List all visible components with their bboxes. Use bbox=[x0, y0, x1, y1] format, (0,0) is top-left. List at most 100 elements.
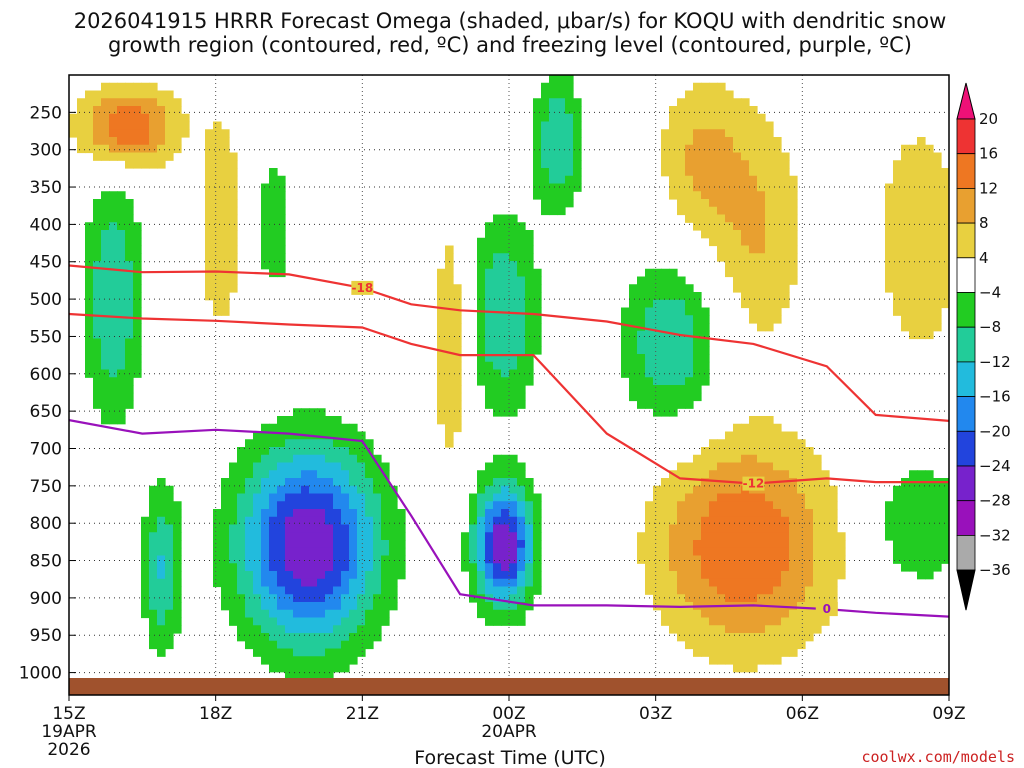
omega-cell bbox=[701, 168, 710, 177]
dgz-contour-minus-18 bbox=[69, 264, 949, 422]
omega-cell bbox=[445, 361, 454, 371]
omega-cell bbox=[765, 555, 774, 564]
omega-cell bbox=[525, 516, 534, 526]
omega-cell bbox=[765, 299, 774, 309]
omega-cell bbox=[229, 214, 238, 223]
omega-cell bbox=[653, 516, 662, 526]
omega-cell bbox=[93, 214, 102, 223]
omega-cell bbox=[669, 408, 678, 417]
omega-cell bbox=[221, 144, 230, 154]
omega-cell bbox=[485, 330, 494, 340]
omega-cell bbox=[173, 509, 182, 518]
omega-cell bbox=[797, 439, 806, 448]
omega-cell bbox=[533, 113, 542, 123]
omega-cell bbox=[221, 253, 230, 262]
omega-cell bbox=[245, 633, 254, 642]
omega-cell bbox=[141, 90, 150, 99]
omega-cell bbox=[173, 555, 182, 564]
omega-cell bbox=[701, 307, 710, 316]
omega-cell bbox=[565, 137, 574, 146]
dgz-contour-minus-12 bbox=[69, 312, 949, 485]
omega-cell bbox=[573, 152, 582, 161]
omega-cell bbox=[653, 578, 662, 588]
colorbar-segment bbox=[956, 500, 976, 536]
omega-cell bbox=[909, 276, 918, 285]
omega-cell bbox=[309, 633, 318, 642]
omega-cell bbox=[373, 563, 382, 572]
omega-cell bbox=[341, 478, 350, 487]
omega-cell bbox=[213, 261, 222, 270]
omega-cell bbox=[509, 354, 518, 363]
omega-cell bbox=[525, 578, 534, 588]
omega-cell bbox=[93, 144, 102, 154]
dgz-contour-minus-12-label-bg bbox=[742, 476, 765, 491]
omega-cell bbox=[85, 106, 94, 115]
omega-cell bbox=[805, 532, 814, 541]
omega-cell bbox=[229, 470, 238, 479]
omega-cell bbox=[173, 547, 182, 557]
omega-cell bbox=[109, 222, 118, 231]
y-tick-label: 800 bbox=[30, 514, 62, 534]
chart-title-line-1: 2026041915 HRRR Forecast Omega (shaded, … bbox=[74, 9, 947, 33]
omega-cell bbox=[765, 423, 774, 433]
omega-cell bbox=[733, 284, 742, 293]
omega-cell bbox=[253, 454, 262, 464]
omega-cell bbox=[325, 501, 334, 510]
omega-cell bbox=[309, 648, 318, 657]
omega-cell bbox=[213, 199, 222, 208]
omega-cell bbox=[781, 485, 790, 495]
omega-cell bbox=[301, 501, 310, 510]
omega-cell bbox=[309, 447, 318, 456]
omega-cell bbox=[357, 485, 366, 495]
omega-cell bbox=[933, 532, 942, 541]
omega-cell bbox=[309, 540, 318, 549]
omega-cell bbox=[645, 323, 654, 332]
omega-cell bbox=[901, 268, 910, 278]
omega-cell bbox=[285, 625, 294, 634]
omega-cell bbox=[493, 454, 502, 464]
omega-cell bbox=[765, 152, 774, 161]
omega-cell bbox=[805, 524, 814, 533]
omega-cell bbox=[501, 299, 510, 309]
omega-cell bbox=[325, 602, 334, 611]
omega-cell bbox=[277, 532, 286, 541]
omega-cell bbox=[85, 338, 94, 347]
omega-cell bbox=[773, 315, 782, 324]
omega-cell bbox=[165, 144, 174, 154]
omega-cell bbox=[285, 578, 294, 588]
omega-cell bbox=[309, 478, 318, 487]
omega-cell bbox=[717, 586, 726, 595]
omega-cell bbox=[213, 571, 222, 580]
omega-cell bbox=[677, 571, 686, 580]
omega-cell bbox=[773, 307, 782, 316]
omega-cell bbox=[109, 369, 118, 378]
omega-cell bbox=[69, 113, 78, 123]
omega-cell bbox=[141, 121, 150, 130]
omega-cell bbox=[453, 315, 462, 324]
omega-cell bbox=[573, 106, 582, 115]
omega-cell bbox=[301, 594, 310, 603]
omega-cell bbox=[693, 90, 702, 99]
omega-cell bbox=[93, 152, 102, 161]
omega-cell bbox=[229, 160, 238, 169]
omega-cell bbox=[117, 253, 126, 262]
omega-cell bbox=[885, 245, 894, 254]
omega-cell bbox=[373, 478, 382, 487]
omega-cell bbox=[789, 268, 798, 278]
omega-cell bbox=[701, 106, 710, 115]
omega-cell bbox=[149, 98, 158, 107]
omega-cell bbox=[773, 516, 782, 526]
omega-cell bbox=[509, 516, 518, 526]
credit-link[interactable]: coolwx.com/models bbox=[861, 748, 1015, 766]
omega-cell bbox=[237, 547, 246, 557]
omega-cell bbox=[733, 214, 742, 223]
omega-cell bbox=[893, 222, 902, 231]
omega-cell bbox=[213, 292, 222, 301]
omega-cell bbox=[277, 439, 286, 448]
omega-cell bbox=[645, 338, 654, 347]
omega-cell bbox=[133, 276, 142, 285]
omega-cell bbox=[645, 524, 654, 533]
omega-cell bbox=[293, 617, 302, 626]
omega-cell bbox=[717, 447, 726, 456]
